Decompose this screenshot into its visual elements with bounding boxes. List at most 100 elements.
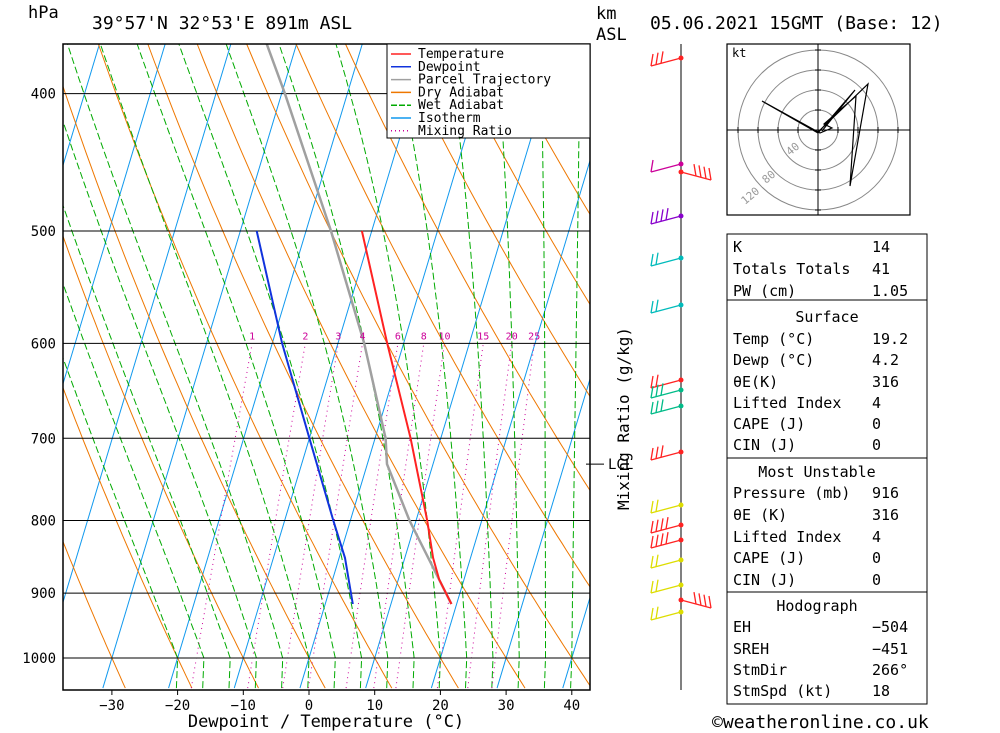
isotherm-line — [0, 0, 6, 688]
wet-adiabat-line — [136, 44, 336, 689]
legend-label: Temperature — [418, 47, 504, 62]
wind-barb — [650, 252, 684, 267]
wind-barb — [650, 579, 684, 594]
wet-adiabat-line — [99, 44, 310, 689]
wind-barb — [650, 207, 684, 225]
wind-level-dot — [678, 522, 684, 528]
indices-box — [726, 233, 928, 301]
mu-thetae-label: θE (K) — [733, 506, 787, 524]
mixing-ratio-line — [395, 343, 445, 689]
index-pw-value: 1.05 — [872, 282, 908, 300]
isobars — [63, 93, 590, 659]
indices-panel: K 14 Totals Totals 41 PW (cm) 1.05 Surfa… — [726, 233, 928, 705]
dry-adiabat-line — [97, 44, 393, 689]
mixing-ratio-label: 20 — [506, 331, 518, 342]
mu-li-value: 4 — [872, 528, 881, 546]
wind-barb — [650, 159, 684, 173]
wind-barb — [650, 499, 684, 514]
datetime-title: 05.06.2021 15GMT (Base: 12) — [650, 13, 943, 34]
surface-cape-label: CAPE (J) — [733, 415, 805, 433]
x-tick-label: 20 — [432, 698, 449, 714]
stmspd-value: 18 — [872, 682, 890, 700]
dry-adiabat-line — [63, 84, 326, 689]
wet-adiabat-line — [335, 44, 441, 689]
mixing-ratio-label: 4 — [359, 331, 365, 342]
wind-level-dot — [678, 255, 684, 261]
pressure-tick-label: 1000 — [22, 651, 56, 667]
pressure-tick-label: 800 — [31, 514, 56, 530]
dry-adiabat-line — [147, 44, 459, 689]
mu-cin-value: 0 — [872, 571, 881, 589]
wind-barb — [650, 516, 684, 534]
most-unstable-title: Most Unstable — [758, 463, 875, 481]
wet-adiabat-line — [66, 44, 284, 689]
wind-level-dot — [678, 557, 684, 563]
dry-adiabat-line — [63, 234, 259, 689]
sreh-value: −451 — [872, 640, 908, 658]
mixing-ratio-label: 8 — [421, 331, 427, 342]
mu-li-label: Lifted Index — [733, 528, 841, 546]
legend-label: Mixing Ratio — [418, 124, 512, 139]
wind-barb — [650, 554, 684, 569]
temperature-tick-labels: −30 −20 −10 0 10 20 30 40 — [99, 690, 580, 714]
wet-adiabat-line — [63, 204, 231, 689]
surface-box — [726, 299, 928, 459]
x-tick-label: 30 — [498, 698, 515, 714]
stmspd-label: StmSpd (kt) — [733, 682, 832, 700]
km-unit: km — [596, 4, 616, 24]
dry-adiabat-line — [988, 0, 1000, 688]
dewpoint-line — [255, 230, 354, 605]
hpa-axis-unit: hPa — [28, 3, 59, 23]
wind-level-dot — [678, 502, 684, 508]
location-title: 39°57'N 32°53'E 891m ASL — [92, 13, 352, 34]
surface-temp-value: 19.2 — [872, 330, 908, 348]
index-tt-label: Totals Totals — [733, 260, 850, 278]
mixing-ratio-label: 6 — [395, 331, 401, 342]
wind-level-dot — [678, 55, 684, 61]
mu-pressure-value: 916 — [872, 484, 899, 502]
dry-adiabat-line — [63, 386, 193, 689]
legend-label: Wet Adiabat — [418, 98, 504, 113]
mixing-ratio-label: 1 — [249, 331, 255, 342]
wind-level-dot — [678, 582, 684, 588]
lcl-marker: LCL — [586, 457, 633, 473]
eh-value: −504 — [872, 618, 908, 636]
mixing-ratio-line — [467, 343, 513, 689]
isotherm-line — [496, 377, 590, 689]
plot-frame — [62, 43, 591, 691]
copyright-link[interactable]: ©weatheronline.co.uk — [712, 712, 929, 733]
wind-level-dot — [678, 387, 684, 393]
legend-label: Dry Adiabat — [418, 85, 504, 100]
mixing-ratio-label: 3 — [335, 331, 341, 342]
wet-adiabat-line — [539, 44, 546, 689]
dry-adiabat-line — [196, 44, 526, 689]
pressure-tick-label: 400 — [31, 87, 56, 103]
wind-barb — [650, 383, 684, 399]
dry-adiabat-line — [295, 44, 590, 588]
eh-label: EH — [733, 618, 751, 636]
pressure-tick-label: 700 — [31, 431, 56, 447]
mu-pressure-label: Pressure (mb) — [733, 484, 850, 502]
parcel-trajectory-line — [265, 44, 453, 605]
isotherm-line — [430, 158, 590, 689]
wind-level-dot — [678, 213, 684, 219]
mixing-ratio-label: 2 — [302, 331, 308, 342]
surface-cin-label: CIN (J) — [733, 436, 796, 454]
index-k-label: K — [733, 238, 742, 256]
wind-level-dot — [678, 537, 684, 543]
wind-level-dot — [678, 169, 684, 175]
x-tick-label: 0 — [305, 698, 313, 714]
index-k-value: 14 — [872, 238, 890, 256]
hodograph-trace — [761, 82, 869, 187]
surface-dewp-value: 4.2 — [872, 351, 899, 369]
wet-adiabat-line — [225, 44, 389, 689]
mixing-ratio-labels: 1 2 3 4 6 8 10 15 20 25 — [249, 331, 540, 342]
mixing-ratio-line — [190, 343, 253, 689]
mu-cin-label: CIN (J) — [733, 571, 796, 589]
wind-barb — [678, 591, 712, 609]
x-tick-label: 40 — [563, 698, 580, 714]
mu-cape-label: CAPE (J) — [733, 549, 805, 567]
lcl-label: LCL — [608, 457, 633, 473]
mixing-ratio-line — [307, 343, 363, 689]
wind-level-dot — [678, 449, 684, 455]
